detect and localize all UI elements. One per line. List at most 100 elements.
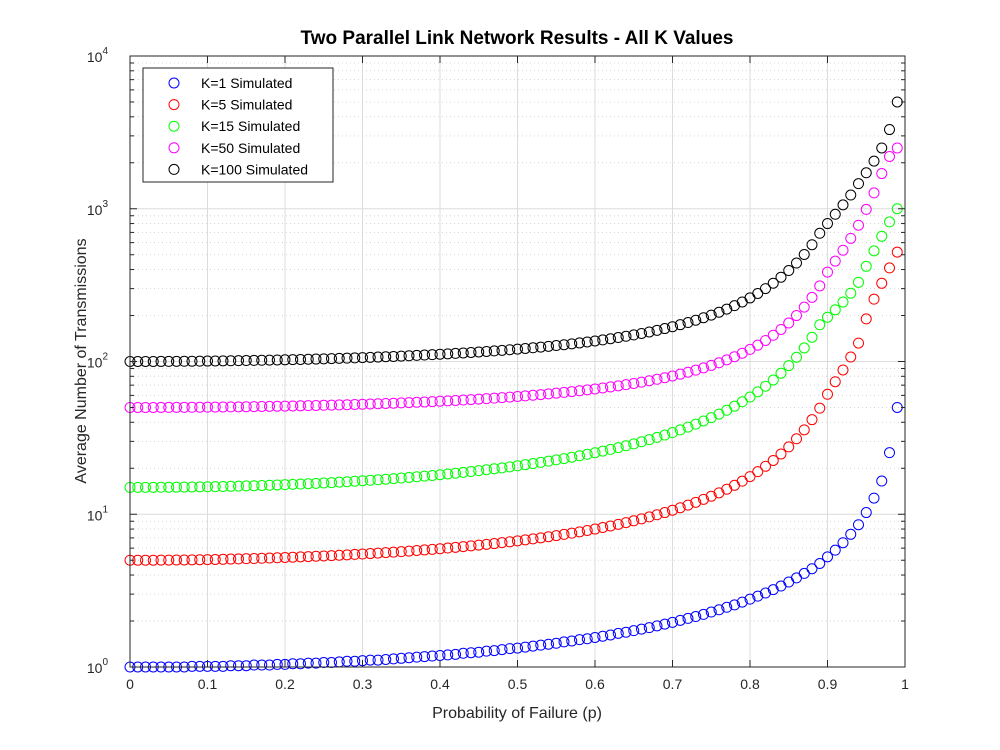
data-point (651, 509, 663, 521)
data-point (318, 477, 330, 489)
data-point (558, 386, 570, 398)
data-point (496, 644, 508, 656)
data-point (775, 367, 787, 379)
data-point (713, 357, 725, 369)
data-point (682, 499, 694, 511)
data-point (209, 355, 221, 367)
data-point (527, 533, 539, 545)
data-point (380, 547, 392, 559)
data-point (512, 535, 523, 547)
data-point (264, 659, 275, 671)
data-point (372, 547, 384, 559)
data-point (132, 481, 144, 493)
y-tick-label: 102 (87, 352, 109, 371)
data-point (279, 658, 291, 670)
data-point (302, 400, 314, 412)
data-point (403, 545, 415, 557)
data-point (364, 654, 376, 666)
data-point (434, 348, 446, 360)
data-point (395, 652, 407, 664)
data-point (767, 454, 779, 466)
data-point (186, 481, 198, 493)
data-point (341, 549, 353, 561)
data-point (264, 400, 275, 412)
data-point (395, 472, 407, 484)
data-point (783, 317, 795, 329)
data-point (543, 388, 554, 400)
data-point (876, 475, 888, 487)
legend-entry: K=5 Simulated (168, 97, 292, 113)
data-point (535, 532, 547, 544)
data-point (705, 359, 717, 371)
data-point (233, 553, 244, 565)
data-point (682, 317, 694, 329)
data-point (465, 346, 477, 358)
data-point (496, 392, 508, 404)
data-point (155, 355, 167, 367)
data-point (186, 554, 198, 566)
data-point (194, 660, 206, 672)
legend-marker (168, 99, 180, 111)
data-point (326, 477, 337, 489)
data-point (597, 630, 609, 642)
data-point (209, 481, 221, 493)
data-point (233, 355, 244, 367)
data-point (147, 554, 159, 566)
data-point (295, 551, 306, 563)
data-point (860, 507, 872, 519)
data-point (178, 355, 190, 367)
data-point (752, 466, 764, 478)
data-point (271, 658, 283, 670)
x-tick-label: 0.4 (430, 676, 450, 692)
data-point (388, 546, 399, 558)
data-point (845, 528, 857, 540)
data-point (574, 385, 585, 397)
data-point (163, 401, 175, 413)
data-point (217, 401, 229, 413)
legend-box (142, 67, 334, 183)
data-point (597, 382, 609, 394)
data-point (147, 401, 159, 413)
data-point (333, 352, 345, 364)
y-tick-label: 100 (87, 657, 109, 676)
data-point (605, 381, 616, 393)
series-5 (124, 96, 903, 367)
data-point (341, 399, 353, 411)
data-point (287, 354, 299, 366)
data-point (217, 480, 229, 492)
data-point (171, 481, 182, 493)
y-axis-label: Average Number of Transmissions (73, 238, 90, 483)
data-point (829, 255, 841, 267)
data-point (372, 398, 384, 410)
data-point (566, 527, 578, 539)
data-point (543, 638, 554, 650)
data-point (233, 660, 244, 672)
data-point (581, 633, 593, 645)
data-point (558, 339, 570, 351)
legend-entry: K=100 Simulated (168, 161, 308, 177)
data-point (736, 396, 748, 408)
y-tick-label: 103 (87, 199, 109, 218)
data-point (256, 400, 268, 412)
data-point (543, 340, 554, 352)
data-point (442, 542, 454, 554)
data-point (729, 599, 740, 611)
data-point (519, 342, 531, 354)
data-point (527, 458, 539, 470)
data-point (403, 471, 415, 483)
data-point (411, 349, 423, 361)
data-point (853, 276, 864, 288)
legend-label: K=1 Simulated (201, 75, 292, 91)
x-tick-label: 0.2 (275, 676, 295, 692)
data-point (752, 386, 764, 398)
data-point (512, 642, 523, 654)
data-point (814, 558, 826, 569)
data-point (240, 553, 252, 565)
data-point (225, 355, 237, 367)
data-point (310, 550, 322, 562)
data-point (326, 657, 337, 669)
data-point (202, 554, 213, 566)
data-point (558, 453, 570, 465)
data-point (388, 653, 399, 665)
data-point (550, 637, 562, 649)
